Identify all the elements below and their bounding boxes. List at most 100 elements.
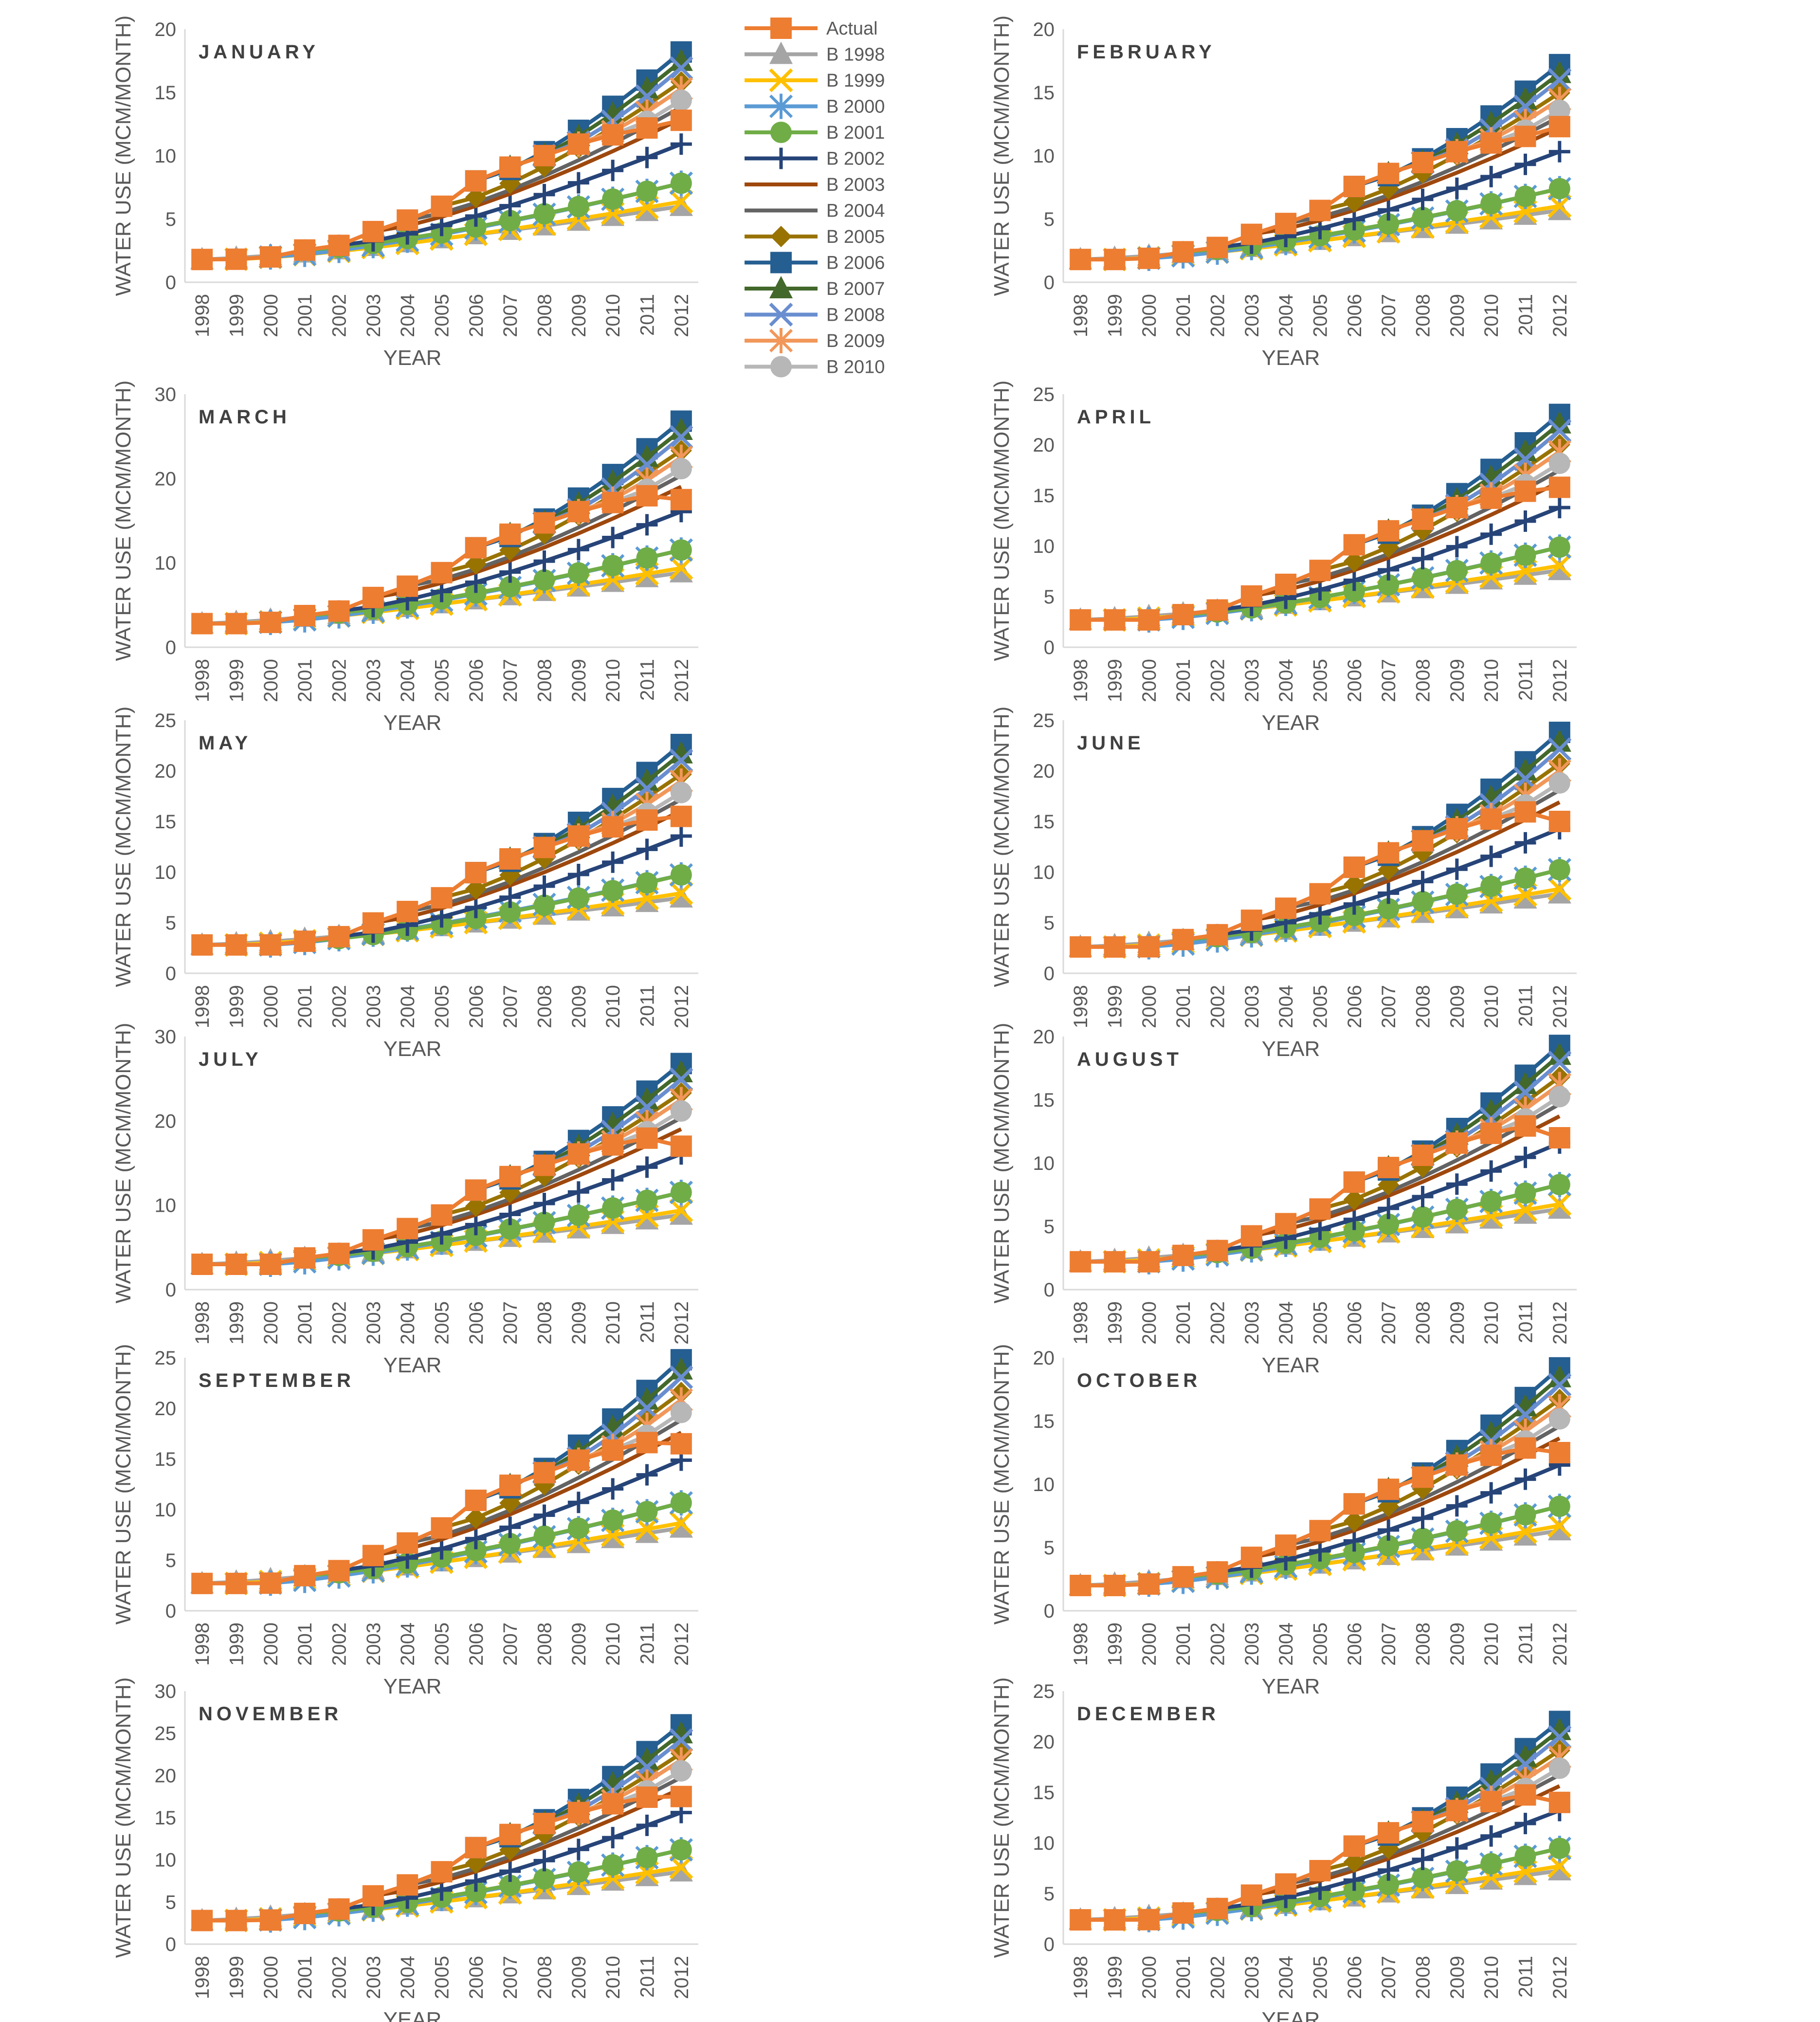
data-point <box>397 1532 419 1554</box>
data-point <box>1547 1050 1572 1075</box>
data-point <box>669 748 693 773</box>
data-point <box>1412 1507 1434 1529</box>
data-point <box>1514 1468 1536 1490</box>
data-point <box>670 805 692 827</box>
data-point <box>191 613 213 635</box>
data-point <box>533 569 555 591</box>
series-b-2003 <box>1251 1437 1561 1560</box>
data-point <box>499 1860 521 1882</box>
y-tick-label: 20 <box>155 468 177 490</box>
legend-marker <box>769 93 793 119</box>
x-tick-label: 2012 <box>1549 1956 1571 1999</box>
data-point <box>499 576 521 598</box>
data-point <box>1446 536 1468 558</box>
legend-item: B 2005 <box>745 226 885 247</box>
y-axis-title: WATER USE (MCM/MONTH) <box>111 707 135 987</box>
panel-title: AUGUST <box>1077 1049 1183 1070</box>
data-point <box>191 934 213 956</box>
y-tick-label: 20 <box>155 1765 177 1786</box>
data-point <box>1378 1874 1400 1895</box>
legend-label: B 2003 <box>826 175 885 195</box>
data-point <box>602 527 624 548</box>
x-tick-label: 2011 <box>637 659 658 701</box>
data-point <box>1343 1835 1365 1857</box>
data-point <box>602 160 624 182</box>
y-tick-label: 25 <box>1033 1681 1055 1702</box>
data-point <box>1378 1213 1400 1235</box>
legend-marker <box>769 68 793 92</box>
data-point <box>1412 1206 1434 1228</box>
series-actual <box>191 109 692 271</box>
data-point <box>1275 897 1297 919</box>
series-line <box>304 1501 682 1578</box>
data-point <box>1309 560 1331 582</box>
data-point <box>1412 1867 1434 1889</box>
data-point <box>1513 1403 1537 1427</box>
x-tick-label: 2012 <box>1549 294 1571 337</box>
x-tick-label: 2002 <box>329 985 350 1028</box>
x-tick-label: 2004 <box>397 659 419 702</box>
data-point <box>1547 1518 1571 1541</box>
data-point <box>294 1565 316 1586</box>
data-point <box>1412 567 1434 589</box>
series-b-2003 <box>373 1431 682 1558</box>
data-point <box>1275 1873 1297 1895</box>
data-point <box>225 1910 247 1931</box>
panel-title: FEBRUARY <box>1077 41 1216 63</box>
data-point <box>1548 1495 1570 1517</box>
x-tick-label: 2000 <box>1139 985 1160 1028</box>
data-point <box>362 912 384 934</box>
y-tick-label: 20 <box>1033 19 1055 40</box>
x-tick-label: 2002 <box>1207 659 1229 702</box>
data-point <box>465 571 487 593</box>
data-point <box>669 189 693 214</box>
data-point <box>1513 1520 1537 1544</box>
data-point <box>1514 1845 1536 1867</box>
data-point <box>1548 453 1570 474</box>
legend: Actual B 1998 B 1999 B 2000 B 2001 B 2002 B 20… <box>745 18 885 378</box>
data-point <box>1138 1251 1160 1273</box>
data-point <box>328 1560 350 1582</box>
panel-title: OCTOBER <box>1077 1370 1201 1391</box>
data-point <box>431 1538 453 1560</box>
data-point <box>1412 1811 1434 1833</box>
y-tick-label: 5 <box>1044 209 1055 230</box>
series-line <box>1183 1504 1560 1579</box>
series-actual <box>1070 1115 1570 1273</box>
x-tick-label: 2003 <box>1241 294 1263 337</box>
chart-november: 0 5 10 15 20 25 30 1998 1999 2000 2001 2002 2003 2004… <box>111 1677 698 2022</box>
series-line <box>1251 126 1561 237</box>
data-point <box>670 1135 692 1157</box>
data-point <box>1547 1854 1572 1878</box>
x-tick-label: 2003 <box>1241 1956 1263 1999</box>
data-point <box>1240 1884 1262 1906</box>
y-tick-label: 10 <box>155 553 177 574</box>
data-point <box>669 56 693 80</box>
data-point <box>636 1501 658 1523</box>
data-point <box>1446 1454 1468 1476</box>
chart-august: 0 5 10 15 20 1998 1999 2000 2001 2002 2003 2004 2005… <box>990 1023 1577 1377</box>
data-point <box>1548 1757 1570 1779</box>
data-point <box>465 878 487 900</box>
x-tick-label: 2002 <box>329 1956 350 1999</box>
data-point <box>533 837 555 858</box>
data-point <box>1412 871 1434 893</box>
x-tick-label: 1999 <box>1105 1622 1126 1666</box>
data-point <box>1309 1219 1331 1240</box>
data-point <box>1446 560 1468 582</box>
x-tick-label: 2005 <box>432 659 453 702</box>
chart-september: 0 5 10 15 20 25 1998 1999 2000 2001 2002 2003 2004 20… <box>111 1344 698 1698</box>
data-point <box>1548 1408 1570 1430</box>
data-point <box>499 886 521 908</box>
data-point <box>1513 766 1537 791</box>
y-tick-label: 0 <box>1044 1601 1055 1622</box>
data-point <box>1548 772 1570 794</box>
y-tick-label: 0 <box>1044 963 1055 984</box>
data-point <box>259 1572 281 1594</box>
data-point <box>499 1218 521 1240</box>
data-point <box>1343 856 1365 878</box>
data-point <box>567 1839 589 1860</box>
y-tick-label: 5 <box>1044 1537 1055 1559</box>
x-tick-label: 2001 <box>294 1622 316 1666</box>
